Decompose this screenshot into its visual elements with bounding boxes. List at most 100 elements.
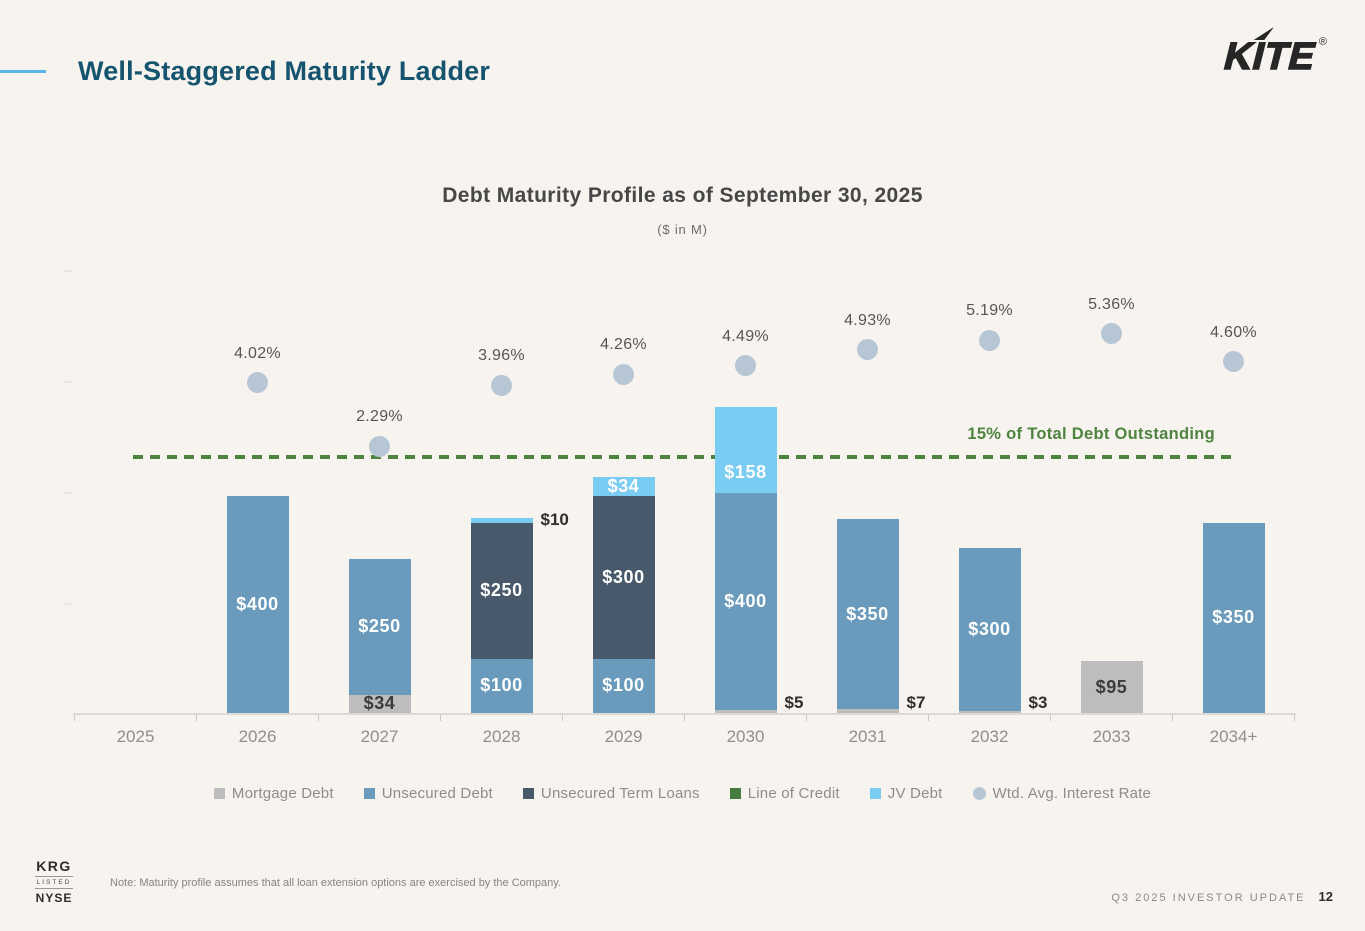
bar-segment: $95 xyxy=(1080,661,1143,713)
interest-rate-dot xyxy=(857,339,878,361)
interest-rate-label: 4.26% xyxy=(600,336,647,354)
bar-segment xyxy=(958,711,1021,713)
nyse-listed-badge: KRG LISTED NYSE xyxy=(32,858,76,905)
x-axis-label: 2028 xyxy=(482,727,521,746)
y-axis-tick xyxy=(64,381,72,383)
legend-item: Wtd. Avg. Interest Rate xyxy=(972,785,1152,802)
x-axis-label: 2026 xyxy=(238,727,277,746)
bar-value-label: $158 xyxy=(724,462,767,483)
page-number: 12 xyxy=(1318,889,1333,904)
x-axis-label: 2025 xyxy=(116,727,155,746)
bar-segment: $300 xyxy=(958,548,1021,712)
legend-swatch-square xyxy=(213,788,225,799)
registered-trademark-icon: ® xyxy=(1318,36,1327,48)
interest-rate-dot xyxy=(1101,323,1122,345)
legend-item: Line of Credit xyxy=(729,785,840,802)
legend-item: Unsecured Term Loans xyxy=(522,785,700,802)
x-axis-tick xyxy=(1050,715,1051,721)
bar-value-label: $300 xyxy=(968,619,1011,640)
x-axis-tick xyxy=(1294,715,1295,721)
interest-rate-dot xyxy=(369,435,390,457)
x-axis-tick xyxy=(1172,715,1173,721)
bar-value-label: $95 xyxy=(1095,676,1128,697)
page-title: Well-Staggered Maturity Ladder xyxy=(78,56,491,86)
legend-label: Line of Credit xyxy=(747,785,840,802)
interest-rate-dot xyxy=(735,355,756,377)
bar-value-label: $300 xyxy=(602,566,645,587)
x-axis-tick xyxy=(562,715,563,721)
bar-value-label: $400 xyxy=(236,593,279,614)
legend-swatch-square xyxy=(522,788,534,799)
x-axis-tick xyxy=(318,715,319,721)
bar-segment: $350 xyxy=(1202,522,1265,713)
bar-value-label: $250 xyxy=(480,580,523,601)
footnote: Note: Maturity profile assumes that all … xyxy=(110,877,562,889)
x-axis-label: 2029 xyxy=(604,727,643,746)
interest-rate-dot xyxy=(491,374,512,396)
bar-value-label: $100 xyxy=(602,675,645,696)
bar-segment: $250 xyxy=(470,522,533,659)
bar-value-label: $100 xyxy=(480,675,523,696)
interest-rate-label: 2.29% xyxy=(356,408,403,425)
x-axis xyxy=(73,713,1296,715)
interest-rate-label: 5.36% xyxy=(1088,295,1135,313)
chart-legend: Mortgage Debt Unsecured Debt Unsecured Ter… xyxy=(0,785,1365,802)
x-axis-tick xyxy=(928,715,929,721)
x-axis-label: 2030 xyxy=(726,727,765,746)
bar-segment: $100 xyxy=(592,658,655,713)
legend-swatch-square xyxy=(869,788,881,799)
chart-subtitle: ($ in M) xyxy=(657,222,708,237)
bar-segment: $300 xyxy=(592,495,655,659)
x-axis-tick xyxy=(684,715,685,721)
bar-segment xyxy=(714,710,777,713)
investor-update-label: Q3 2025 INVESTOR UPDATE xyxy=(1111,892,1306,904)
bar-value-label: $34 xyxy=(607,476,640,497)
legend-item: JV Debt xyxy=(869,785,943,802)
x-axis-label: 2033 xyxy=(1092,727,1131,746)
legend-label: JV Debt xyxy=(887,785,943,802)
legend-swatch-square xyxy=(363,788,375,799)
interest-rate-dot xyxy=(1223,351,1244,373)
interest-rate-label: 4.93% xyxy=(844,311,891,329)
bar-segment xyxy=(470,517,533,523)
x-axis-label: 2032 xyxy=(970,727,1009,746)
bar-segment: $34 xyxy=(348,693,411,713)
bar-segment: $350 xyxy=(836,519,899,710)
ticker-symbol: KRG xyxy=(36,858,72,874)
bar-value-label: $5 xyxy=(784,693,804,712)
legend-label: Wtd. Avg. Interest Rate xyxy=(992,785,1152,802)
y-axis-tick xyxy=(64,492,72,494)
x-axis-label: 2027 xyxy=(360,727,399,746)
legend-label: Unsecured Term Loans xyxy=(540,785,700,802)
interest-rate-label: 4.02% xyxy=(234,344,281,362)
legend-swatch-square xyxy=(729,788,741,799)
threshold-line xyxy=(133,454,1231,459)
bar-value-label: $3 xyxy=(1028,693,1048,712)
bar-segment: $400 xyxy=(226,495,289,713)
bar-value-label: $7 xyxy=(906,693,926,712)
legend-item: Mortgage Debt xyxy=(213,785,334,802)
footer-right: Q3 2025 INVESTOR UPDATE 12 xyxy=(1111,889,1333,904)
bar-segment: $158 xyxy=(714,407,777,494)
bar-segment: $100 xyxy=(470,658,533,713)
exchange-label: NYSE xyxy=(35,891,73,905)
legend-item: Unsecured Debt xyxy=(363,785,493,802)
interest-rate-label: 4.49% xyxy=(722,327,769,345)
bar-value-label: $350 xyxy=(846,603,889,624)
bar-segment: $34 xyxy=(592,476,655,497)
y-axis-tick xyxy=(64,270,72,272)
threshold-label: 15% of Total Debt Outstanding xyxy=(967,424,1215,443)
interest-rate-label: 5.19% xyxy=(966,302,1013,320)
y-axis-tick xyxy=(64,603,72,605)
bar-segment: $250 xyxy=(348,558,411,695)
interest-rate-dot xyxy=(613,363,634,385)
x-axis-tick xyxy=(440,715,441,721)
legend-swatch-circle xyxy=(972,787,986,800)
chart-title: Debt Maturity Profile as of September 30… xyxy=(442,184,923,207)
bar-value-label: $350 xyxy=(1212,607,1255,628)
interest-rate-dot xyxy=(247,372,268,394)
x-axis-label: 2031 xyxy=(848,727,887,746)
bar-value-label: $10 xyxy=(540,510,569,530)
title-accent-dash xyxy=(0,70,46,73)
